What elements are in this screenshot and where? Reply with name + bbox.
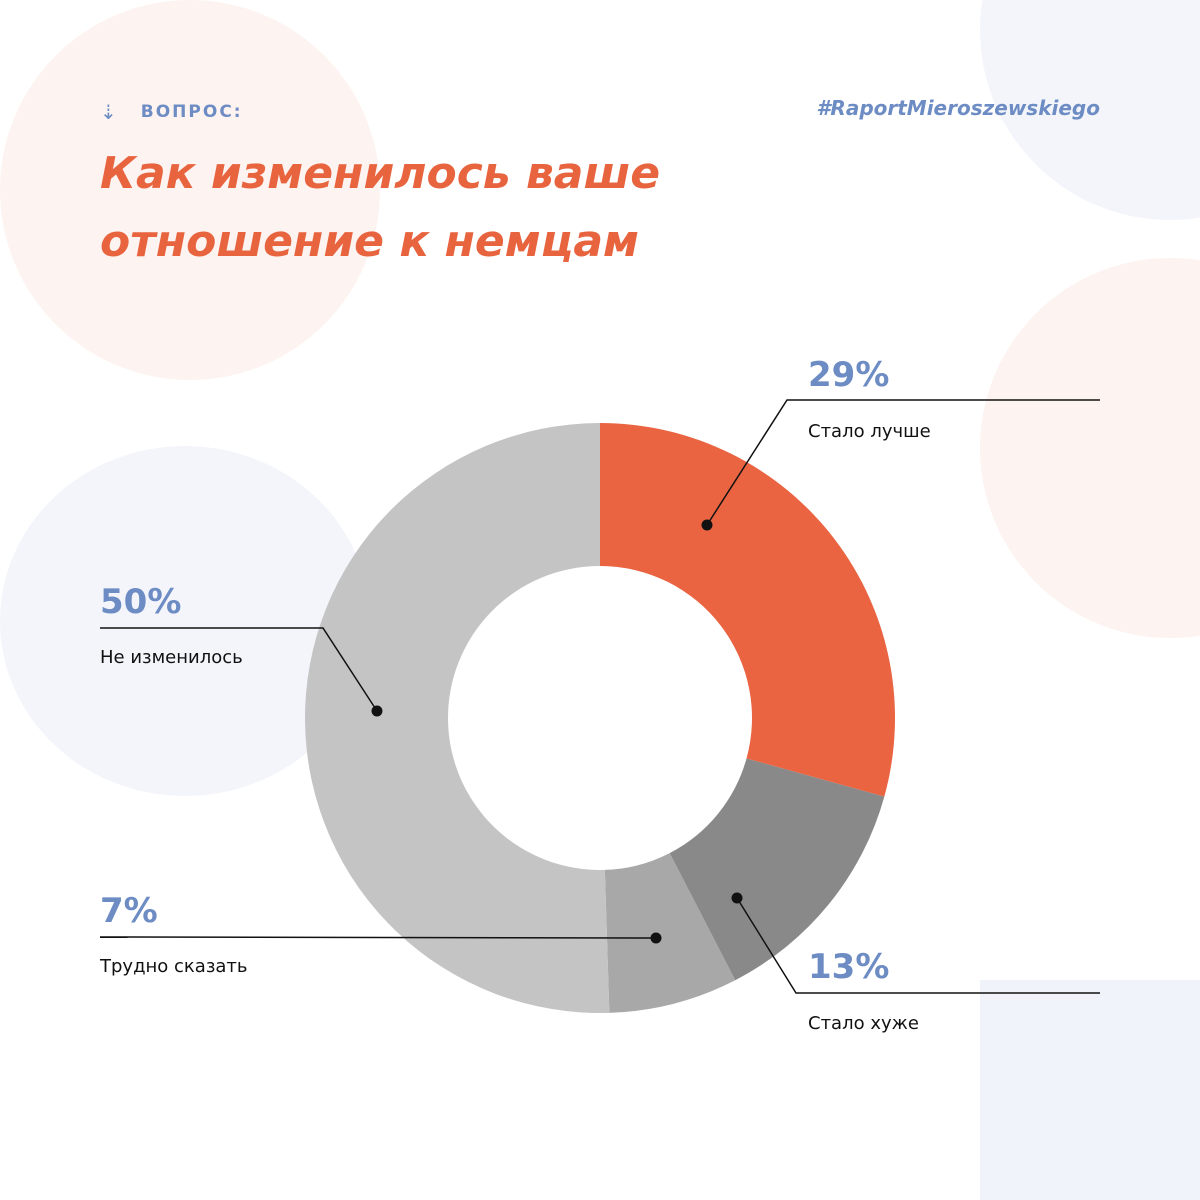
- leader-dot: [701, 519, 713, 531]
- slice-category-label: Не изменилось: [100, 647, 243, 668]
- slice-value-label: 7%: [100, 891, 158, 931]
- leader-dot: [371, 705, 383, 717]
- donut-slice: [600, 423, 895, 797]
- question-label: ВОПРОС:: [140, 102, 243, 122]
- slice-value-label: 13%: [808, 947, 889, 987]
- slice-category-label: Трудно сказать: [99, 956, 248, 977]
- decor-circle: [0, 0, 380, 380]
- leader-dot: [731, 892, 743, 904]
- leader-line: [736, 897, 1100, 994]
- question-header: ⇣ ВОПРОС:: [100, 98, 243, 126]
- leader-dot: [650, 932, 662, 944]
- hashtag: #RaportMieroszewskiego: [816, 96, 1101, 120]
- arrow-down-icon: ⇣: [100, 100, 117, 124]
- decor-square: [980, 980, 1200, 1200]
- leader-line: [706, 399, 1100, 526]
- leader-line: [100, 627, 378, 712]
- slice-category-label: Стало хуже: [808, 1013, 919, 1034]
- slice-category-label: Стало лучше: [808, 421, 931, 442]
- slice-value-label: 29%: [808, 355, 889, 395]
- slice-value-label: 50%: [100, 582, 181, 622]
- donut-slice: [305, 423, 610, 1014]
- donut-slice: [669, 758, 885, 981]
- chart-title: Как изменилось ваше отношение к немцам: [100, 148, 661, 267]
- donut-slice: [604, 853, 736, 1013]
- leader-line: [99, 936, 657, 939]
